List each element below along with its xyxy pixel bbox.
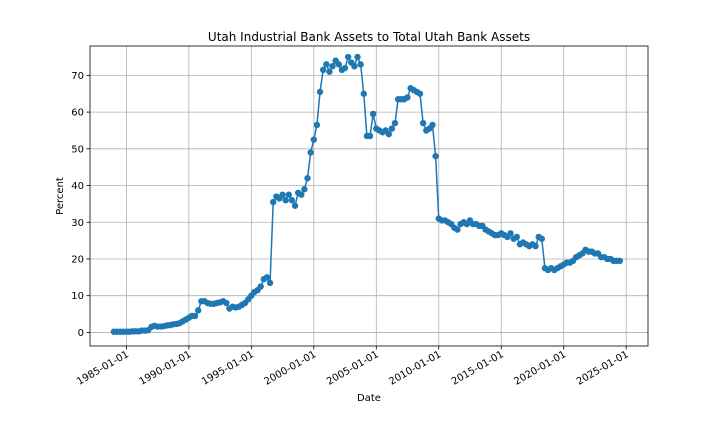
data-point	[326, 68, 333, 75]
data-point	[354, 53, 361, 61]
y-tick-label: 0	[78, 328, 84, 339]
data-point	[298, 191, 305, 198]
plot-frame	[89, 45, 649, 347]
data-point	[419, 119, 427, 127]
data-point	[304, 174, 311, 182]
y-tick-label: 50	[71, 144, 84, 155]
chart-title: Utah Industrial Bank Assets to Total Uta…	[208, 30, 530, 44]
data-point	[279, 191, 286, 198]
data-point	[270, 198, 277, 206]
y-tick-label: 10	[71, 291, 84, 302]
y-tick-label: 20	[71, 254, 84, 265]
data-point	[507, 230, 514, 237]
data-point	[366, 132, 374, 140]
y-tick-label: 60	[71, 108, 84, 119]
y-tick-label: 40	[71, 181, 84, 192]
data-point	[532, 242, 539, 250]
data-point	[385, 130, 392, 138]
data-point	[335, 61, 343, 68]
data-point	[223, 299, 230, 307]
y-axis-label: Percent	[55, 177, 66, 215]
data-point	[310, 136, 318, 143]
data-point	[291, 202, 299, 209]
data-point	[369, 110, 377, 118]
data-point	[301, 186, 308, 193]
data-point	[344, 53, 352, 61]
data-point	[316, 88, 324, 96]
data-point	[432, 152, 439, 160]
x-axis-label: Date	[357, 393, 381, 404]
data-point	[360, 90, 367, 97]
data-point	[357, 61, 364, 68]
data-point	[538, 235, 545, 242]
data-point	[513, 233, 521, 241]
data-point	[257, 283, 264, 290]
data-point	[195, 307, 202, 314]
y-tick-label: 30	[71, 218, 84, 229]
data-point	[429, 121, 436, 129]
data-point	[454, 226, 461, 233]
data-point	[266, 279, 274, 287]
data-point	[616, 257, 624, 265]
data-point	[388, 125, 396, 132]
y-tick-label: 70	[71, 71, 84, 82]
data-point	[263, 274, 271, 281]
data-point	[404, 94, 411, 101]
data-point	[391, 119, 399, 127]
data-point	[319, 66, 327, 74]
data-point	[282, 197, 289, 204]
data-point	[341, 64, 349, 72]
data-point	[329, 62, 336, 70]
data-point	[285, 191, 293, 198]
data-point	[351, 62, 358, 70]
data-point	[323, 61, 330, 68]
data-point	[191, 312, 199, 320]
data-point	[416, 90, 424, 97]
data-point	[307, 149, 314, 156]
data-point	[288, 197, 296, 204]
data-point	[313, 121, 321, 129]
